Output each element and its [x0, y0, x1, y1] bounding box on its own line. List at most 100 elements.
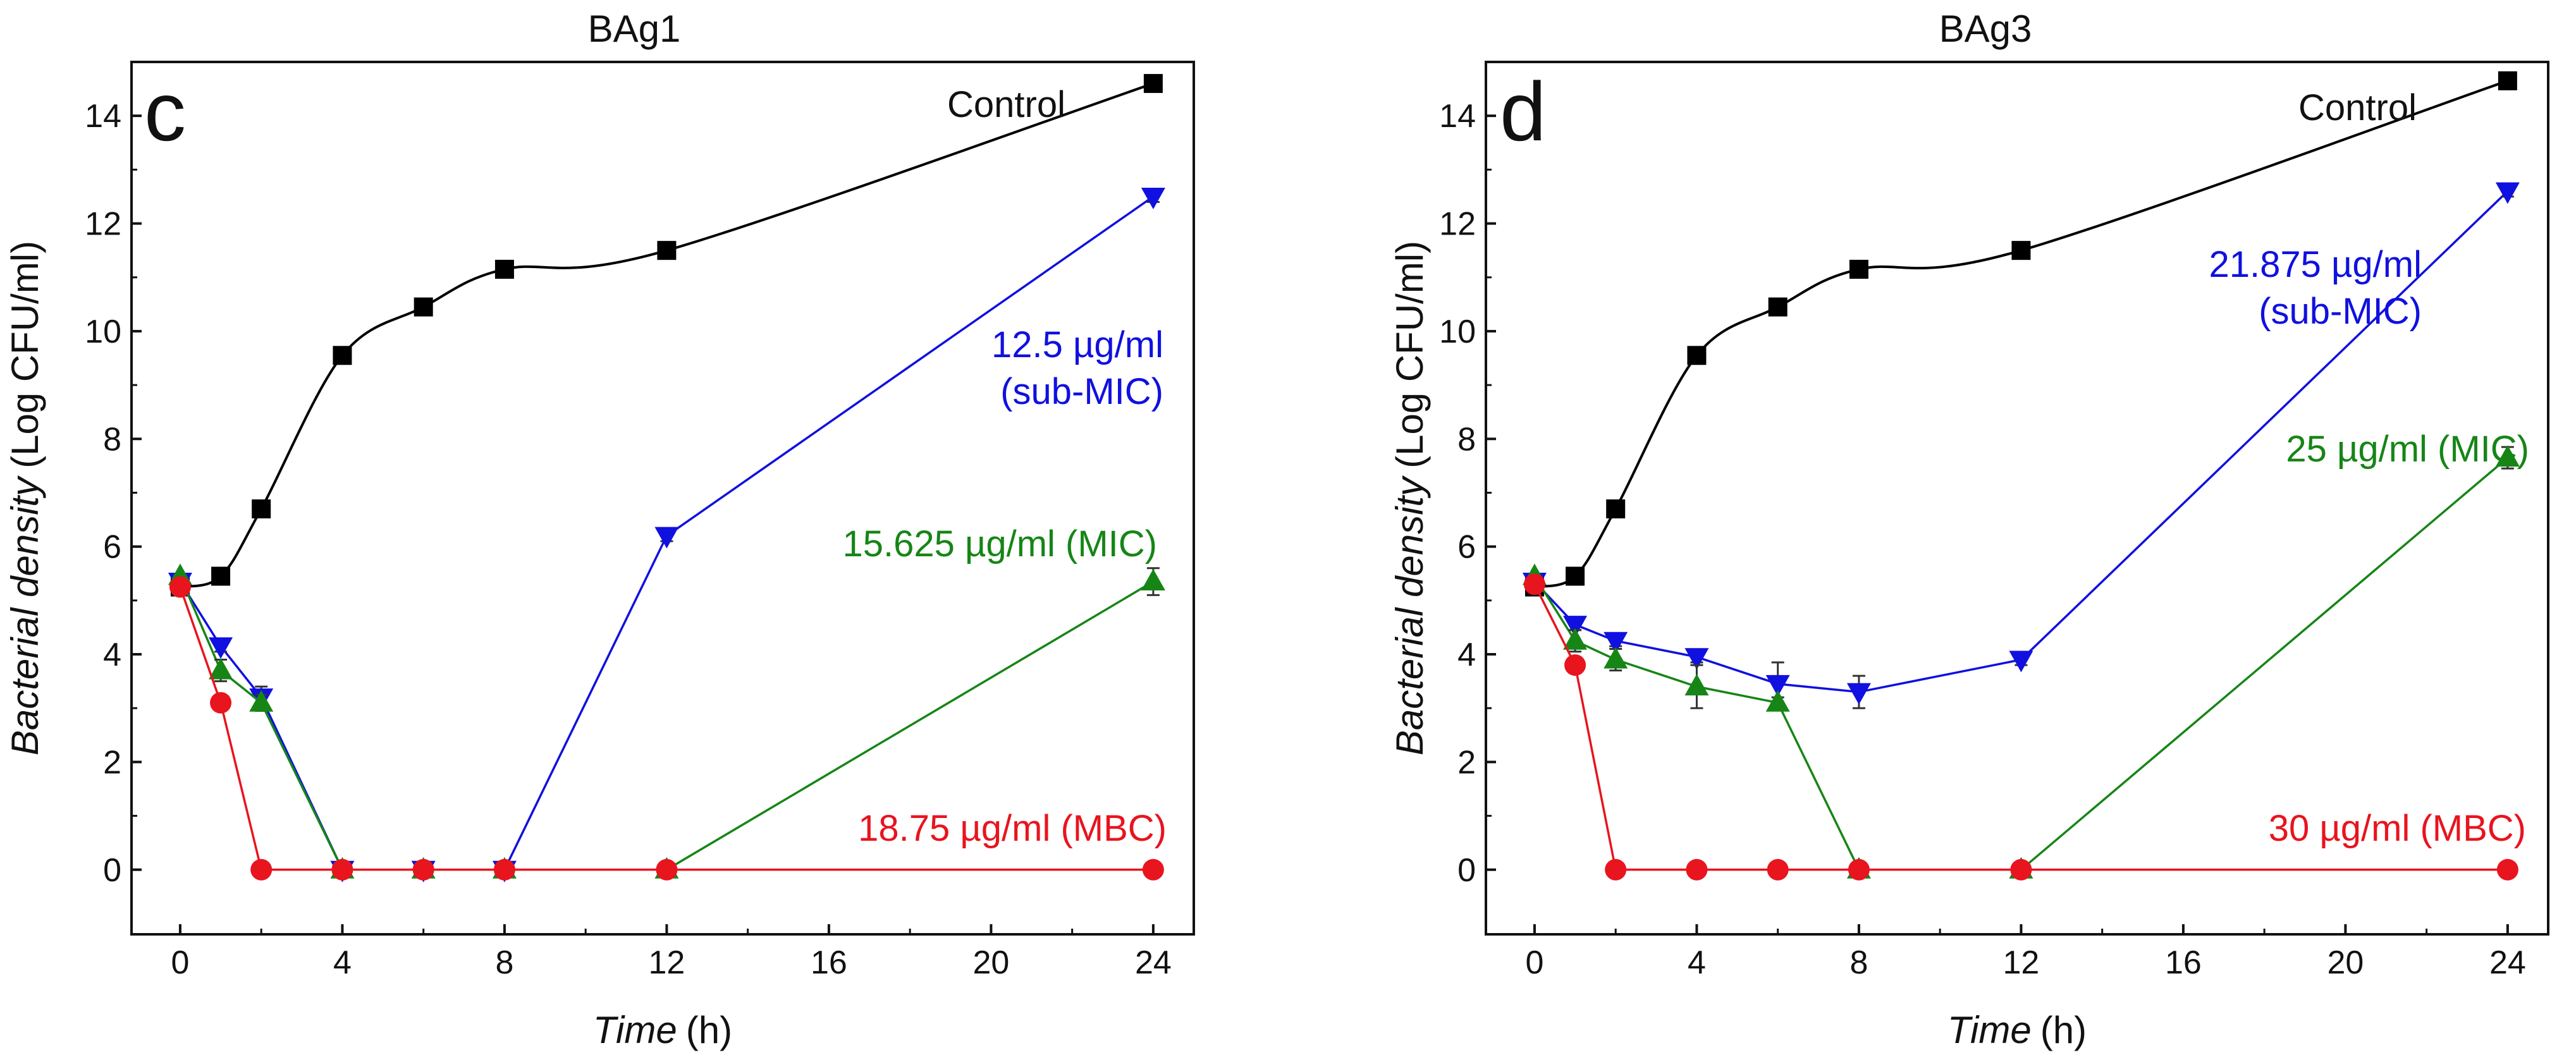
series-label: Control — [947, 84, 1065, 125]
y-axis-label-unit: (Log CFU/ml) — [4, 241, 46, 468]
data-point — [1604, 647, 1628, 669]
x-tick-label: 16 — [811, 944, 847, 981]
y-tick-label: 2 — [1457, 744, 1476, 781]
y-tick-label: 6 — [1457, 529, 1476, 566]
series-line — [1533, 190, 2509, 693]
x-tick-label: 4 — [1688, 944, 1706, 981]
y-axis-label: Bacterial density (Log CFU/ml) — [1389, 241, 1431, 755]
data-point — [1142, 858, 1164, 881]
y-axis-label: Bacterial density (Log CFU/ml) — [4, 241, 46, 755]
series-label-line: 15.625 µg/ml (MIC) — [842, 523, 1157, 565]
data-point — [1523, 573, 1545, 595]
series-label-line: 25 µg/ml (MIC) — [2286, 429, 2529, 470]
data-point — [1141, 569, 1165, 591]
y-tick-label: 4 — [103, 637, 121, 673]
series-labels: Control 21.875 µg/ml (sub-MIC) 25 µg/ml (MI… — [2209, 87, 2529, 849]
data-point — [1605, 858, 1627, 881]
y-tick-label: 0 — [1457, 852, 1476, 889]
x-axis-label-unit: (h) — [686, 1009, 732, 1051]
data-point — [657, 241, 677, 260]
x-tick-label: 16 — [2165, 944, 2202, 981]
data-point — [333, 346, 352, 365]
series-line — [1533, 583, 2508, 871]
x-tick-label: 20 — [972, 944, 1009, 981]
series-label-line: (sub-MIC) — [2259, 291, 2422, 332]
chart-title: BAg1 — [588, 8, 681, 50]
data-point — [2010, 858, 2032, 881]
data-point — [1684, 674, 1709, 696]
data-point — [209, 637, 233, 659]
x-axis-label-unit: (h) — [2040, 1009, 2087, 1051]
x-tick-label: 24 — [2489, 944, 2526, 981]
data-point — [331, 858, 353, 881]
series-label-line: (sub-MIC) — [1000, 371, 1163, 412]
series-label: 21.875 µg/ml (sub-MIC) — [2209, 244, 2422, 332]
y-axis-label-name: Bacterial density — [4, 475, 46, 755]
series-line — [179, 586, 1153, 871]
series-label-line: 21.875 µg/ml — [2209, 244, 2422, 285]
data-point — [250, 858, 273, 881]
chart-title: BAg3 — [1939, 8, 2032, 50]
x-tick-label: 8 — [495, 944, 513, 981]
panel-letter: d — [1500, 65, 1546, 158]
series-line — [180, 82, 1154, 589]
data-point — [1563, 628, 1588, 650]
y-tick-label: 2 — [103, 744, 121, 781]
data-point — [493, 858, 515, 881]
series-label-line: Control — [947, 84, 1065, 125]
data-point — [252, 499, 271, 519]
data-point — [412, 858, 434, 881]
data-point — [210, 692, 232, 714]
series-label-line: 12.5 µg/ml — [991, 324, 1163, 365]
series-labels: Control 12.5 µg/ml (sub-MIC) 15.625 µg/ml (… — [842, 84, 1167, 849]
x-axis-label: Time (h) — [1947, 1009, 2087, 1051]
series-label: 15.625 µg/ml (MIC) — [842, 523, 1157, 565]
data-point — [1686, 858, 1708, 881]
data-point — [211, 566, 231, 586]
x-tick-label: 4 — [333, 944, 352, 981]
data-point — [1849, 259, 1868, 279]
series-label-line: 18.75 µg/ml (MBC) — [858, 808, 1167, 849]
series-label: Control — [2298, 87, 2417, 128]
data-point — [1684, 648, 1709, 670]
data-point — [494, 259, 514, 279]
x-axis-label-name: Time — [1947, 1009, 2032, 1051]
series — [1524, 71, 2517, 597]
y-tick-label: 14 — [85, 98, 121, 135]
plot-frame — [130, 61, 1195, 936]
data-point — [1765, 690, 1790, 712]
y-tick-label: 14 — [1439, 98, 1476, 135]
data-point — [656, 858, 678, 881]
data-point — [1606, 499, 1626, 519]
data-point — [1765, 674, 1790, 697]
x-axis-label: Time (h) — [593, 1009, 732, 1051]
series-label: 30 µg/ml (MBC) — [2269, 808, 2526, 849]
data-point — [1143, 74, 1163, 94]
y-tick-label: 10 — [1439, 314, 1476, 350]
data-point — [654, 527, 679, 549]
panel-letter: c — [144, 65, 186, 158]
y-axis-label-name: Bacterial density — [1389, 475, 1431, 755]
data-point — [2011, 241, 2031, 260]
data-point — [1768, 297, 1788, 317]
x-tick-label: 20 — [2327, 944, 2364, 981]
data-point — [1767, 858, 1789, 881]
data-point — [249, 690, 274, 712]
data-point — [1848, 858, 1870, 881]
y-tick-label: 12 — [1439, 206, 1476, 243]
series-label: 12.5 µg/ml (sub-MIC) — [991, 324, 1163, 412]
plot-frame — [1485, 61, 2549, 936]
data-point — [1141, 187, 1165, 209]
data-point — [1687, 346, 1707, 365]
data-point — [2496, 858, 2518, 881]
data-point — [2009, 650, 2033, 673]
y-tick-label: 8 — [1457, 421, 1476, 458]
series-label: 25 µg/ml (MIC) — [2286, 429, 2529, 470]
series — [169, 576, 1164, 881]
y-tick-label: 10 — [85, 314, 121, 350]
data-point — [169, 576, 191, 598]
y-tick-label: 12 — [85, 206, 121, 243]
